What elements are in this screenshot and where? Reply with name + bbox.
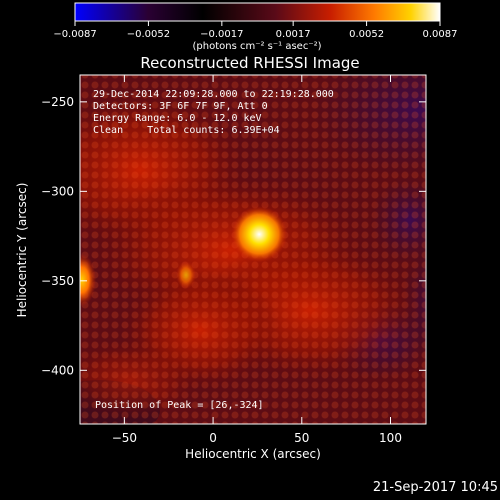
x-axis-label: Heliocentric X (arcsec) <box>185 447 321 461</box>
annotation-total-counts: Clean Total counts: 6.39E+04 <box>93 125 280 136</box>
y-tick-label: −250 <box>41 95 74 109</box>
colorbar-tick-label: 0.0052 <box>349 29 384 40</box>
annotations: 29-Dec-2014 22:09:28.000 to 22:19:28.000… <box>93 89 334 411</box>
annotation-detectors: Detectors: 3F 6F 7F 9F, Att 0 <box>93 101 268 112</box>
x-tick-label: −50 <box>112 431 137 445</box>
x-axis: −50 0 50 100 <box>112 75 402 445</box>
colorbar-tick-label: 0.0087 <box>423 29 458 40</box>
y-tick-label: −300 <box>41 184 74 198</box>
y-axis: −250 −300 −350 −400 <box>41 95 426 377</box>
x-tick-label: 100 <box>379 431 402 445</box>
peak-position-label: Position of Peak = [26,-324] <box>95 400 264 411</box>
x-tick-label: 50 <box>294 431 309 445</box>
heatmap-image <box>80 75 426 424</box>
chart-title: Reconstructed RHESSI Image <box>140 54 359 72</box>
colorbar-tick-label: −0.0087 <box>53 29 96 40</box>
timestamp: 21-Sep-2017 10:45 <box>372 480 498 495</box>
colorbar-unit-label: (photons cm⁻² s⁻¹ asec⁻²) <box>192 41 321 52</box>
peak-source <box>231 206 288 263</box>
x-tick-label: 0 <box>209 431 217 445</box>
y-tick-label: −350 <box>41 274 74 288</box>
y-axis-label: Heliocentric Y (arcsec) <box>15 183 29 318</box>
colorbar-ticks: −0.0087 −0.0052 −0.0017 0.0017 0.0052 0.0087 <box>53 21 458 40</box>
y-tick-label: −400 <box>41 363 74 377</box>
colorbar: −0.0087 −0.0052 −0.0017 0.0017 0.0052 0.0087 … <box>53 2 458 52</box>
colorbar-tick-label: −0.0052 <box>127 29 170 40</box>
colorbar-gradient <box>74 2 441 22</box>
annotation-time-range: 29-Dec-2014 22:09:28.000 to 22:19:28.000 <box>93 89 334 100</box>
plot-frame <box>79 74 427 425</box>
annotation-energy-range: Energy Range: 6.0 - 12.0 keV <box>93 113 262 124</box>
colorbar-tick-label: 0.0017 <box>276 29 311 40</box>
colorbar-tick-label: −0.0017 <box>200 29 243 40</box>
